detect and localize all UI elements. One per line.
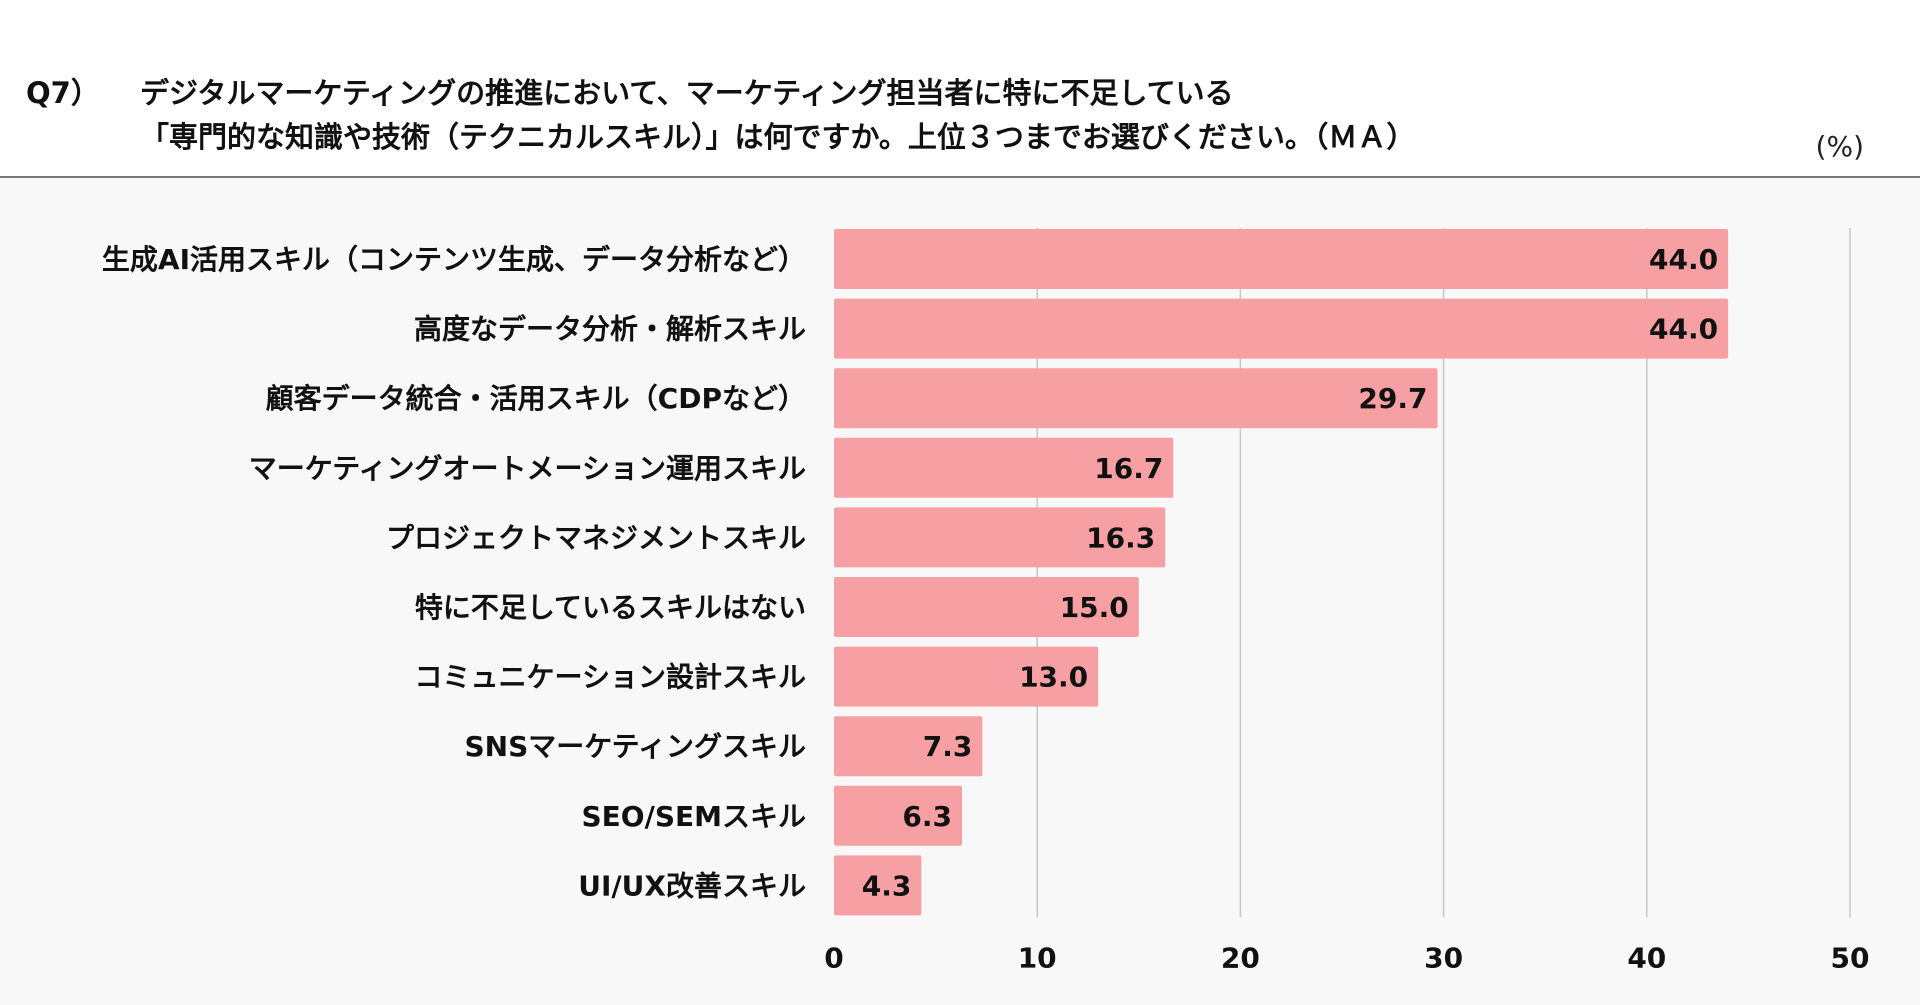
- question-number: Q7）: [26, 76, 100, 110]
- value-label-4: 16.3: [1086, 521, 1155, 554]
- bar-8: [834, 785, 963, 846]
- value-label-3: 16.7: [1094, 452, 1163, 485]
- value-label-9: 4.3: [862, 869, 912, 902]
- bar-chart: 生成AI活用スキル（コンテンツ生成、データ分析など） 44.0 高度なデータ分析・解…: [102, 228, 1870, 974]
- category-label-3: マーケティングオートメーション運用スキル: [249, 452, 806, 485]
- question-text-line-2: 「専門的な知識や技術（テクニカルスキル）」は何ですか。上位３つまでお選びください…: [140, 120, 1416, 154]
- category-label-2: 顧客データ統合・活用スキル（CDPなど）: [266, 382, 806, 415]
- category-label-8: SEO/SEMスキル: [582, 800, 806, 833]
- category-label-1: 高度なデータ分析・解析スキル: [414, 313, 806, 346]
- category-label-5: 特に不足しているスキルはない: [415, 591, 806, 624]
- bar-2: [834, 368, 1438, 429]
- bar-4: [834, 507, 1166, 568]
- category-label-6: コミュニケーション設計スキル: [415, 661, 806, 694]
- category-label-4: プロジェクトマネジメントスキル: [386, 521, 806, 554]
- unit-label: (%): [1815, 130, 1864, 163]
- category-label-7: SNSマーケティングスキル: [464, 730, 806, 763]
- value-label-7: 7.3: [923, 730, 973, 763]
- value-label-0: 44.0: [1649, 243, 1718, 276]
- value-label-2: 29.7: [1358, 382, 1427, 415]
- bar-3: [834, 437, 1174, 498]
- bar-6: [834, 646, 1099, 707]
- bar-7: [834, 716, 983, 777]
- category-label-0: 生成AI活用スキル（コンテンツ生成、データ分析など）: [102, 243, 806, 276]
- value-label-1: 44.0: [1649, 313, 1718, 346]
- value-label-6: 13.0: [1019, 661, 1088, 694]
- chart-header: Q7） デジタルマーケティングの推進において、マーケティング担当者に特に不足して…: [0, 0, 1920, 178]
- bar-5: [834, 577, 1139, 637]
- x-tick-label-20: 20: [1221, 941, 1260, 974]
- x-tick-label-50: 50: [1831, 941, 1870, 974]
- x-tick-label-10: 10: [1018, 941, 1057, 974]
- question-text-line-1: デジタルマーケティングの推進において、マーケティング担当者に特に不足している: [140, 76, 1234, 110]
- category-label-9: UI/UX改善スキル: [578, 869, 806, 902]
- x-tick-label-30: 30: [1424, 941, 1463, 974]
- bar-1: [834, 298, 1729, 359]
- plot-area: 生成AI活用スキル（コンテンツ生成、データ分析など） 44.0 高度なデータ分析・解…: [0, 178, 1920, 1005]
- bar-0: [834, 229, 1729, 289]
- bar-9: [834, 855, 922, 916]
- value-label-5: 15.0: [1060, 591, 1129, 624]
- x-tick-label-0: 0: [824, 941, 843, 974]
- value-label-8: 6.3: [902, 800, 952, 833]
- x-tick-label-40: 40: [1627, 941, 1666, 974]
